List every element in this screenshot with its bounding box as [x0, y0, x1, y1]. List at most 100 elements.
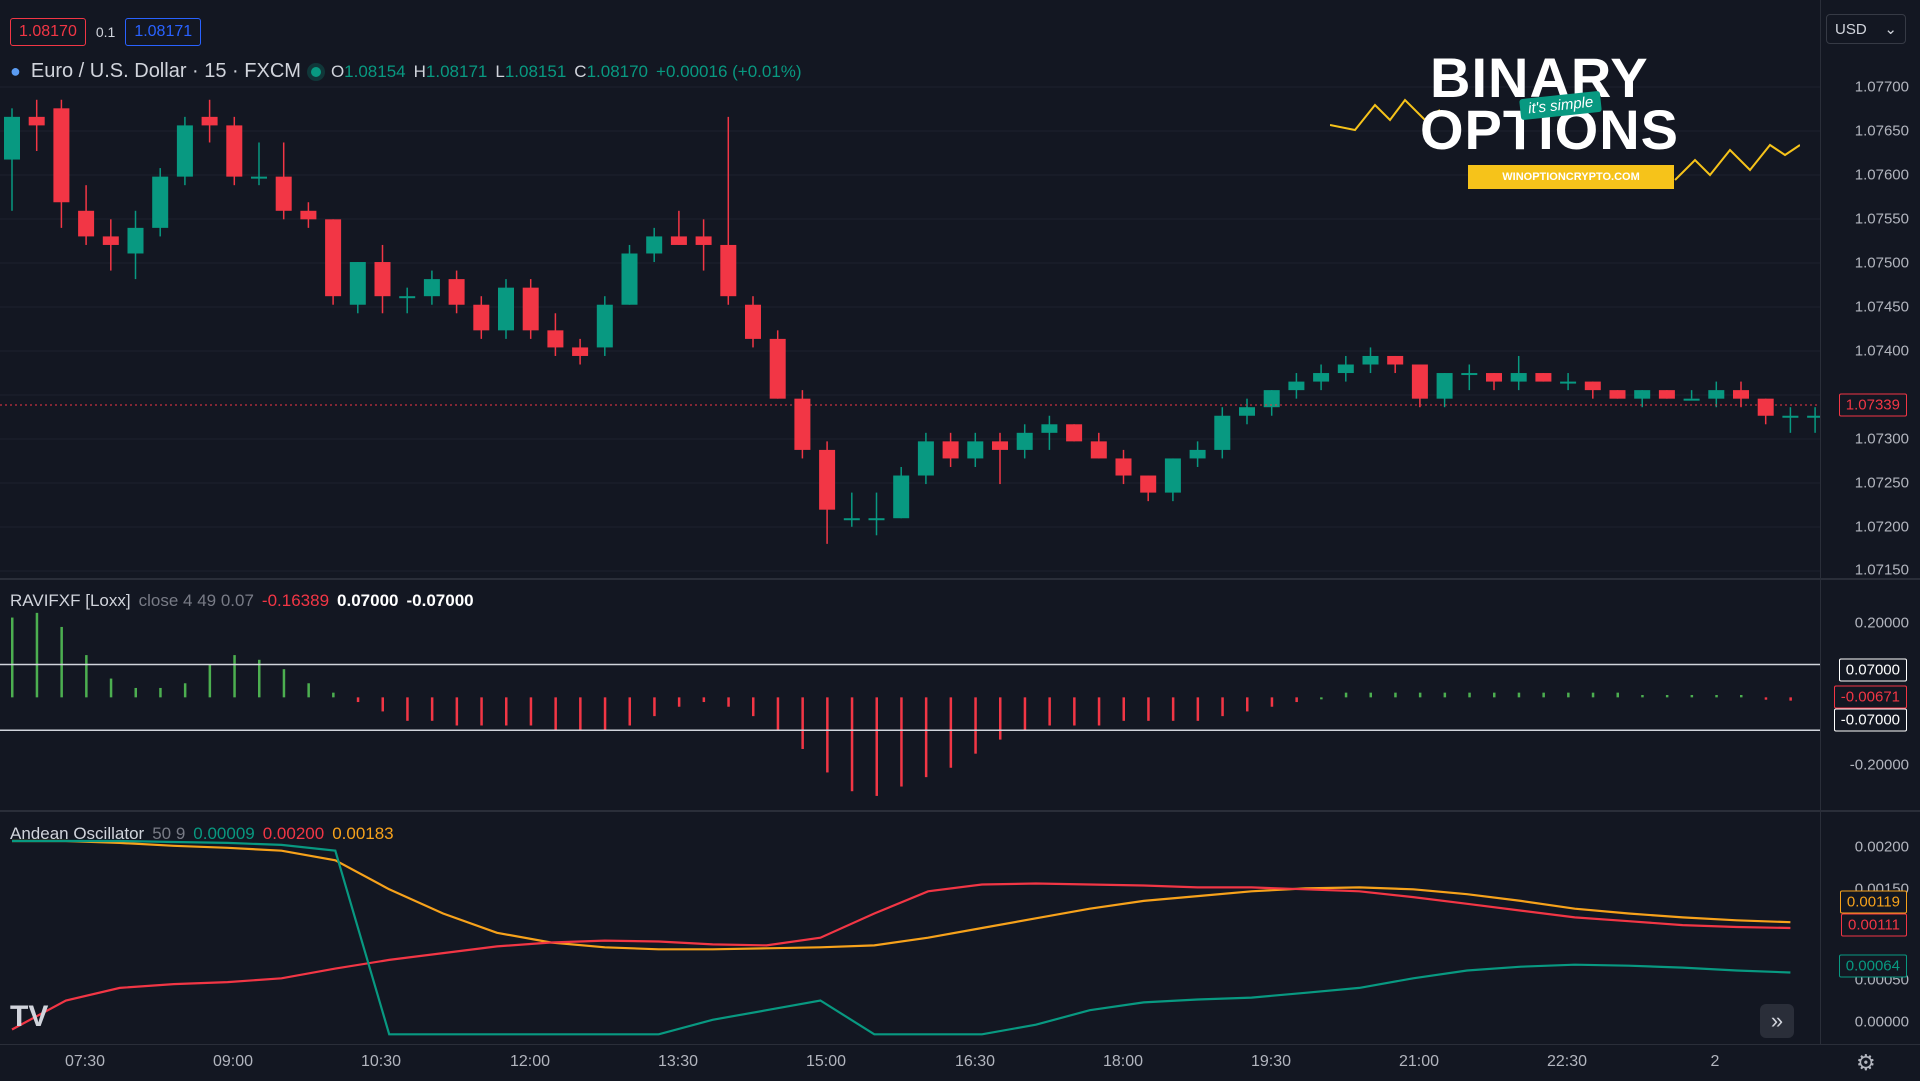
candle-body	[1510, 373, 1527, 382]
candle-body	[547, 330, 564, 348]
histogram-bar	[430, 697, 434, 721]
candle-body	[1164, 458, 1181, 493]
histogram-bar	[505, 697, 508, 726]
histogram-bar	[1171, 697, 1175, 721]
candle-body	[1337, 364, 1354, 374]
sell-price-button[interactable]: 1.08170	[10, 18, 86, 46]
ohlc-value: 1.08154	[344, 61, 406, 81]
market-status-icon[interactable]	[310, 66, 321, 77]
time-tick: 15:00	[805, 1053, 847, 1070]
oscillator-series-line	[12, 839, 1791, 1036]
price-chart[interactable]	[0, 0, 1820, 578]
tradingview-logo[interactable]: TV	[10, 1000, 49, 1033]
ravi-name[interactable]: RAVIFXF [Loxx]	[10, 591, 131, 610]
candle-body	[596, 304, 613, 348]
candle-body	[1658, 390, 1675, 399]
ohlc-key: C	[574, 61, 587, 81]
candle-body	[78, 210, 95, 237]
time-tick: 13:30	[657, 1053, 699, 1070]
andean-oscillator-chart[interactable]	[0, 812, 1820, 1044]
axis-tick: 0.00000	[1854, 1013, 1909, 1031]
time-tick: 07:30	[64, 1053, 106, 1070]
candle-body	[127, 227, 144, 254]
price-axis[interactable]: 1.07700 1.07650 1.07600 1.07550 1.07500 …	[1820, 0, 1920, 1044]
andean-v2: 0.00200	[262, 824, 325, 843]
ravi-upper-tag: 0.07000	[1838, 658, 1907, 682]
ravi-last-tag: -0.00671	[1833, 685, 1907, 709]
time-axis[interactable]: 07:30 09:00 10:30 12:00 13:30 15:00 16:3…	[0, 1044, 1920, 1081]
histogram-bar	[282, 669, 286, 698]
ravi-lower-tag: -0.07000	[1833, 708, 1907, 732]
pane-divider[interactable]	[0, 810, 1920, 812]
candle-body	[1115, 458, 1132, 476]
candle-body	[325, 219, 342, 297]
axis-tick: 1.07300	[1854, 430, 1909, 448]
candle-body	[28, 116, 45, 126]
axis-tick: 1.07250	[1854, 474, 1909, 492]
histogram-bar	[11, 617, 14, 698]
axis-tick: 1.07500	[1854, 254, 1909, 272]
candle-body	[992, 441, 1008, 450]
time-tick: 19:30	[1250, 1053, 1292, 1070]
candle-body	[1609, 390, 1626, 399]
histogram-bar	[1344, 692, 1348, 698]
candle-body	[868, 518, 885, 521]
candle-body	[720, 244, 737, 297]
andean-params: 50 9	[152, 824, 186, 843]
pane-divider[interactable]	[0, 578, 1920, 580]
candle-body	[1066, 424, 1083, 442]
ravi-indicator-chart[interactable]	[0, 580, 1820, 810]
candle-body	[769, 338, 786, 399]
currency-dropdown[interactable]: USD ⌄	[1826, 14, 1906, 44]
histogram-bar	[1369, 692, 1372, 698]
histogram-bar	[1665, 695, 1669, 698]
candle-body	[1263, 390, 1280, 408]
andean-name[interactable]: Andean Oscillator	[10, 824, 145, 843]
histogram-bar	[1641, 695, 1644, 698]
buy-price-button[interactable]: 1.08171	[125, 18, 202, 46]
settings-icon[interactable]: ⚙	[1856, 1050, 1876, 1075]
andean-tag-red: 0.00111	[1841, 913, 1907, 937]
histogram-bar	[455, 697, 459, 726]
ohlc-value: 1.08151	[504, 61, 567, 81]
histogram-bar	[1764, 697, 1768, 700]
candle-body	[695, 236, 712, 245]
quick-trade-bar: 1.08170 0.1 1.08171	[10, 18, 202, 46]
candle-body	[275, 176, 292, 211]
scroll-to-realtime-button[interactable]: »	[1760, 1004, 1794, 1038]
candle-body	[1214, 415, 1231, 450]
histogram-bar	[1715, 695, 1718, 698]
histogram-bar	[1196, 697, 1200, 721]
candle-body	[152, 176, 169, 228]
histogram-bar	[1246, 697, 1249, 712]
zigzag-graphic	[1330, 98, 1800, 181]
symbol-title[interactable]: Euro / U.S. Dollar · 15 · FXCM	[30, 60, 301, 82]
candle-body	[423, 279, 440, 297]
candle-body	[646, 236, 663, 254]
ravi-params: close 4 49 0.07	[138, 591, 254, 610]
candle-body	[1486, 373, 1502, 382]
histogram-bar	[529, 697, 533, 726]
candle-body	[251, 176, 267, 179]
last-price-tag: 1.07339	[1838, 393, 1907, 417]
logo-url: WINOPTIONCRYPTO.COM	[1468, 165, 1674, 189]
candle-body	[102, 236, 119, 245]
candle-body	[374, 262, 391, 297]
candle-body	[893, 475, 910, 519]
candle-body	[473, 304, 490, 331]
time-tick: 2	[1710, 1053, 1720, 1070]
candle-body	[745, 304, 761, 339]
histogram-bar	[1468, 692, 1471, 698]
price-change: +0.00016 (+0.01%)	[656, 61, 802, 81]
ravi-value: -0.16389	[261, 591, 330, 610]
histogram-bar	[332, 692, 335, 698]
candle-body	[1807, 415, 1820, 418]
histogram-bar	[1394, 692, 1397, 698]
histogram-bar	[677, 697, 681, 707]
candle-body	[1757, 398, 1774, 416]
histogram-bar	[1567, 692, 1570, 698]
histogram-bar	[1616, 692, 1619, 698]
histogram-bar	[1740, 695, 1743, 698]
time-tick: 16:30	[954, 1053, 996, 1070]
currency-value: USD	[1835, 20, 1867, 38]
